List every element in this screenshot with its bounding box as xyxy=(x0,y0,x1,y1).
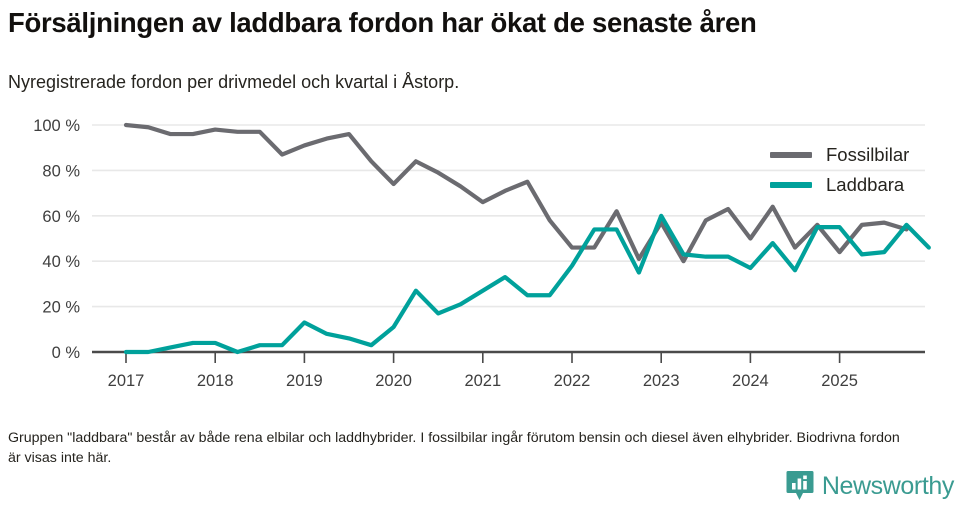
legend-label-fossilbilar: Fossilbilar xyxy=(826,144,910,165)
y-axis-tick-label: 60 % xyxy=(42,208,80,226)
x-axis-tick-label: 2024 xyxy=(732,372,769,390)
legend-item-laddbara[interactable]: Laddbara xyxy=(770,170,960,200)
series-line-fossilbilar xyxy=(123,122,909,264)
legend-swatch-fossilbilar xyxy=(770,152,812,158)
logo-text: Newsworthy xyxy=(821,471,955,500)
chart-footnote: Gruppen "laddbara" består av både rena e… xyxy=(8,430,900,466)
bar-chart-pin-icon xyxy=(786,470,814,502)
y-axis-tick-label: 100 % xyxy=(33,117,80,135)
x-axis-tick-label: 2018 xyxy=(197,372,234,390)
x-axis-tick-label: 2019 xyxy=(286,372,323,390)
newsworthy-logo[interactable]: Newsworthy xyxy=(786,470,954,502)
y-axis-tick-label: 80 % xyxy=(42,162,80,180)
y-axis-tick-label: 0 % xyxy=(52,344,81,362)
y-axis-tick-label: 20 % xyxy=(42,299,80,317)
y-axis-tick-label: 40 % xyxy=(42,253,80,271)
x-axis-tick-label: 2025 xyxy=(821,372,858,390)
x-axis-tick-label: 2021 xyxy=(464,372,501,390)
series-line-laddbara xyxy=(123,213,931,355)
x-axis-tick-label: 2017 xyxy=(108,372,145,390)
x-axis-tick-label: 2022 xyxy=(554,372,591,390)
chart-legend: Fossilbilar Laddbara xyxy=(770,140,960,200)
legend-item-fossilbilar[interactable]: Fossilbilar xyxy=(770,140,960,170)
chart-svg: 0 % 20 % 40 % 60 % 80 % 100 % 2017 2018 2019 2020… xyxy=(33,117,931,390)
x-axis-tick-label: 2020 xyxy=(375,372,412,390)
line-chart: 0 % 20 % 40 % 60 % 80 % 100 % 2017 2018 2019 2020… xyxy=(0,110,960,390)
page-subtitle: Nyregistrerade fordon per drivmedel och … xyxy=(8,72,460,92)
legend-swatch-laddbara xyxy=(770,182,812,188)
x-axis-tick-label: 2023 xyxy=(643,372,680,390)
page-title: Försäljningen av laddbara fordon har öka… xyxy=(8,7,757,38)
legend-label-laddbara: Laddbara xyxy=(826,174,905,195)
